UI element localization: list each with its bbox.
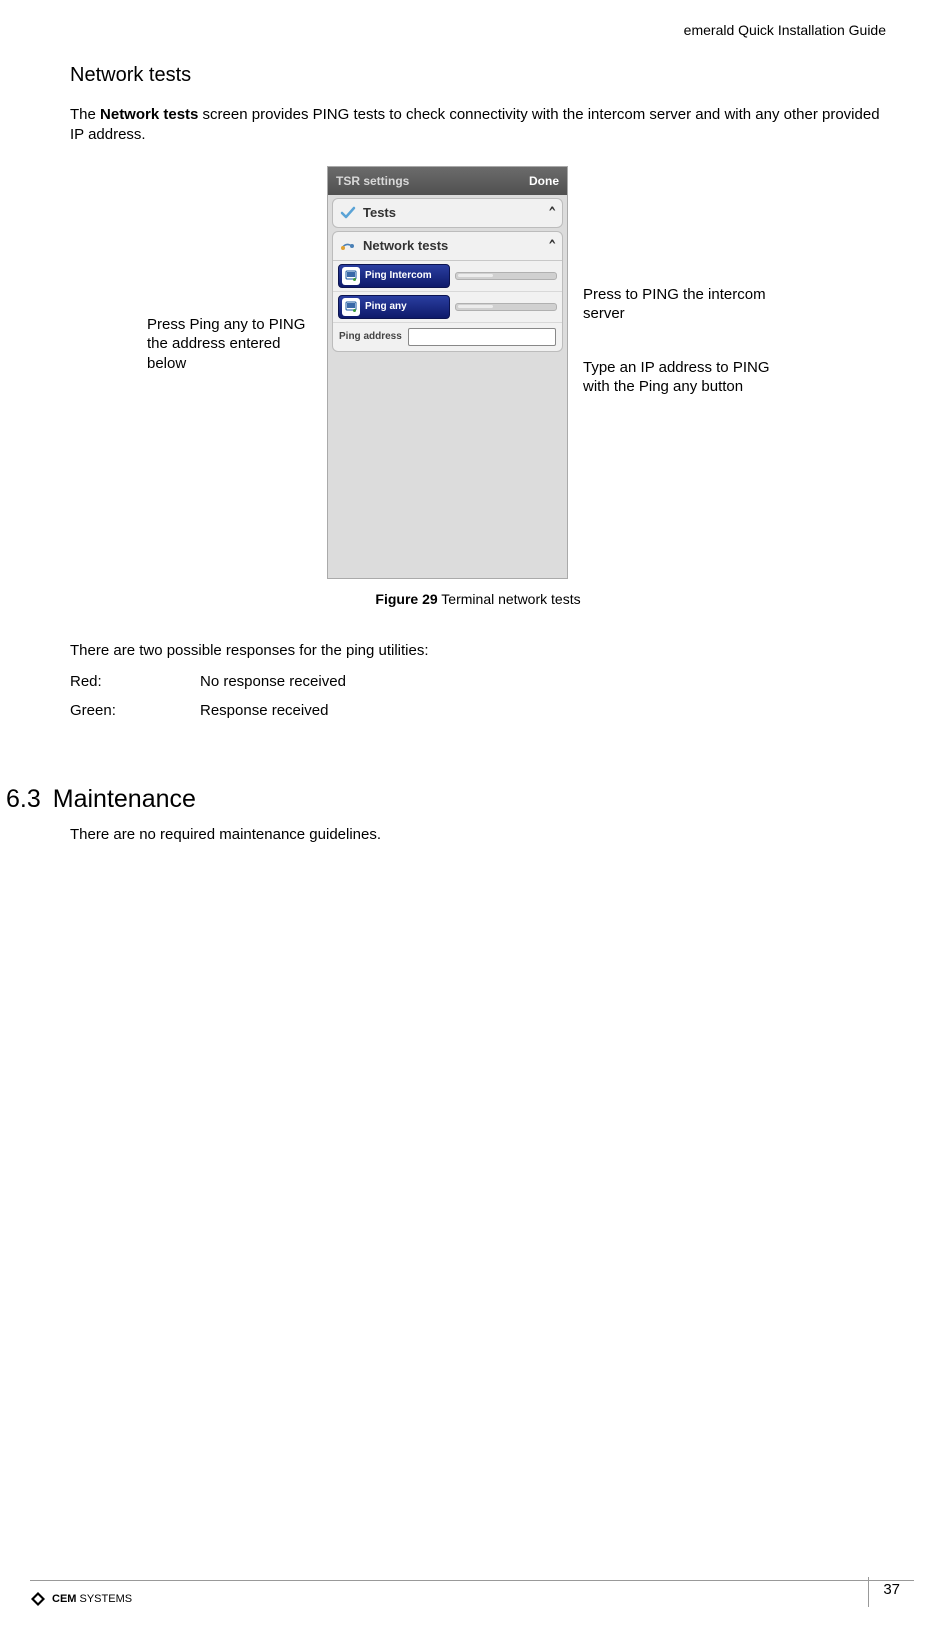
figure-number: Figure 29 [375,591,437,607]
figure-area: TSR settings Done Tests ^ Network tests … [70,166,886,626]
tests-label: Tests [363,205,396,220]
response-red-label: Red: [70,673,200,690]
tests-panel[interactable]: Tests ^ [332,198,563,228]
device-screenshot: TSR settings Done Tests ^ Network tests … [327,166,568,579]
ping-any-button[interactable]: Ping any [338,295,450,319]
maintenance-number: 6.3 [6,785,41,814]
figure-caption-text: Terminal network tests [438,591,581,607]
terminal-icon [342,298,360,316]
ping-address-row: Ping address [333,323,562,351]
intro-pre: The [70,106,100,123]
response-red-value: No response received [200,673,346,690]
terminal-icon [342,267,360,285]
footer-logo: CEM SYSTEMS [30,1591,132,1607]
ping-any-row: Ping any [333,292,562,323]
caret-icon: ^ [548,205,555,221]
maintenance-body: There are no required maintenance guidel… [70,826,381,843]
titlebar-left: TSR settings [336,174,409,188]
callout-ping-any: Press Ping any to PING the address enter… [147,315,317,374]
page-header-title: emerald Quick Installation Guide [684,22,886,38]
response-green-row: Green: Response received [70,702,886,719]
ping-intercom-button[interactable]: Ping Intercom [338,264,450,288]
callout-type-ip: Type an IP address to PING with the Ping… [583,358,788,397]
titlebar-done-button[interactable]: Done [529,174,559,188]
page-number: 37 [868,1577,900,1607]
network-tests-label: Network tests [363,238,448,253]
ping-address-label: Ping address [339,331,402,342]
callout-ping-intercom: Press to PING the intercom server [583,285,788,324]
response-green-label: Green: [70,702,200,719]
intro-paragraph: The Network tests screen provides PING t… [70,105,886,146]
response-green-value: Response received [200,702,328,719]
ping-any-label: Ping any [365,301,407,312]
intro-bold: Network tests [100,106,198,123]
ping-intercom-label: Ping Intercom [365,270,432,281]
footer-brand-rest: SYSTEMS [76,1593,132,1605]
content-area: Network tests The Network tests screen p… [70,64,886,719]
caret-icon: ^ [548,238,555,254]
maintenance-heading: 6.3 Maintenance [6,785,196,814]
ping-address-input[interactable] [408,328,556,346]
check-icon [339,206,357,220]
maintenance-title: Maintenance [53,785,196,814]
any-progress [455,303,557,311]
footer-brand-bold: CEM [52,1593,76,1605]
response-red-row: Red: No response received [70,673,886,690]
device-titlebar: TSR settings Done [328,167,567,195]
responses-block: There are two possible responses for the… [70,641,886,719]
section-title: Network tests [70,64,886,87]
page-footer: CEM SYSTEMS 37 [30,1580,914,1607]
footer-brand: CEM SYSTEMS [52,1593,132,1605]
responses-intro: There are two possible responses for the… [70,641,886,661]
network-tests-subpanel: Network tests ^ Ping Intercom [332,231,563,352]
intercom-progress [455,272,557,280]
network-tests-header[interactable]: Network tests ^ [333,232,562,261]
diamond-icon [30,1591,46,1607]
figure-caption: Figure 29 Terminal network tests [70,591,886,607]
network-icon [339,238,357,254]
ping-intercom-row: Ping Intercom [333,261,562,292]
